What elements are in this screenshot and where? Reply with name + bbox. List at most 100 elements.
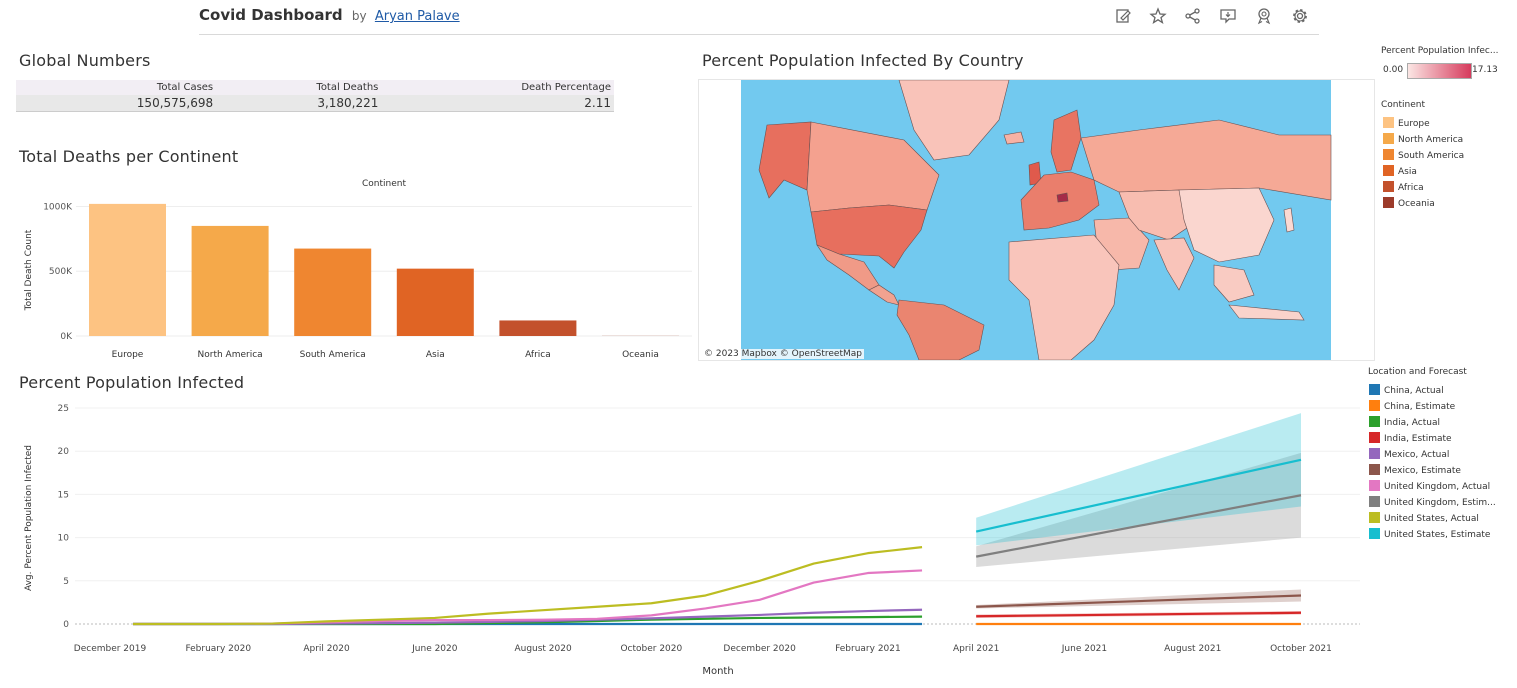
legend-item[interactable]: South America: [1383, 149, 1464, 161]
legend-swatch: [1369, 400, 1380, 411]
comment-icon[interactable]: [1219, 7, 1237, 25]
author-link[interactable]: Aryan Palave: [374, 9, 460, 24]
series-united-states-actual[interactable]: [133, 546, 923, 626]
y-tick-label: 15: [58, 490, 69, 500]
legend-item[interactable]: India, Estimate: [1369, 432, 1452, 444]
x-tick-label: Europe: [112, 350, 144, 360]
legend-swatch: [1383, 117, 1394, 128]
legend-label: Mexico, Actual: [1384, 450, 1450, 460]
dashboard-header: Covid Dashboard by Aryan Palave: [199, 0, 1319, 35]
legend-swatch: [1369, 384, 1380, 395]
by-text: by: [351, 9, 367, 23]
global-numbers-title: Global Numbers: [19, 51, 151, 70]
legend-swatch: [1369, 448, 1380, 459]
legend-label: India, Actual: [1384, 418, 1441, 428]
legend-item[interactable]: Mexico, Estimate: [1369, 464, 1461, 476]
china: [1178, 187, 1275, 263]
legend-swatch: [1369, 464, 1380, 475]
legend-label: United States, Estimate: [1384, 530, 1491, 540]
series-united-kingdom-actual[interactable]: [133, 569, 923, 626]
x-tick-label: June 2020: [411, 644, 458, 654]
star-icon[interactable]: [1149, 7, 1167, 25]
bar-south-america[interactable]: [294, 248, 372, 336]
y-tick-label: 0: [63, 620, 69, 630]
ppi-chart-title: Percent Population Infected: [19, 373, 245, 392]
legend-item[interactable]: Africa: [1383, 181, 1424, 193]
bar-north-america[interactable]: [191, 225, 269, 336]
x-tick-label: Oceania: [622, 350, 659, 360]
deaths-chart-title: Total Deaths per Continent: [19, 147, 239, 166]
bar-africa[interactable]: [499, 320, 577, 336]
x-tick-label: February 2020: [185, 644, 251, 654]
series-united-states-estimate[interactable]: [975, 458, 1302, 533]
legend-item[interactable]: North America: [1383, 133, 1463, 145]
x-tick-label: October 2021: [1270, 644, 1332, 654]
legend-item[interactable]: China, Actual: [1369, 384, 1444, 396]
legend-label: Africa: [1398, 183, 1424, 193]
value-total-cases: 150,575,698: [16, 95, 217, 112]
x-tick-label: June 2021: [1061, 644, 1107, 654]
legend-swatch: [1369, 496, 1380, 507]
x-tick-label: North America: [198, 350, 263, 360]
central-america: [868, 284, 900, 306]
series-mexico-estimate[interactable]: [976, 594, 1302, 608]
ppi-color-gradient: [1407, 63, 1472, 79]
forecast-legend-title: Location and Forecast: [1368, 367, 1467, 377]
legend-label: Oceania: [1398, 199, 1435, 209]
gear-icon[interactable]: [1291, 7, 1309, 25]
legend-item[interactable]: United States, Estimate: [1369, 528, 1490, 540]
y-tick-label: 1000K: [43, 202, 73, 212]
legend-label: China, Actual: [1384, 386, 1444, 396]
greenland: [898, 80, 1010, 161]
dashboard-title: Covid Dashboard by Aryan Palave: [199, 6, 460, 24]
y-axis-label: Avg. Percent Population Infected: [24, 445, 34, 591]
continent-header: Continent: [362, 179, 406, 189]
legend-label: Asia: [1398, 167, 1417, 177]
legend-label: South America: [1398, 151, 1465, 161]
header-total-cases: Total Cases: [16, 80, 217, 95]
legend-item[interactable]: United Kingdom, Actual: [1369, 480, 1490, 492]
bar-europe[interactable]: [89, 203, 166, 336]
south-america: [896, 299, 985, 360]
southeast-asia: [1213, 264, 1255, 303]
legend-swatch: [1369, 416, 1380, 427]
legend-label: China, Estimate: [1384, 402, 1456, 412]
series-india-estimate[interactable]: [976, 611, 1302, 618]
x-tick-label: February 2021: [835, 644, 901, 654]
x-tick-label: December 2020: [723, 644, 796, 654]
legend-swatch: [1383, 133, 1394, 144]
bar-asia[interactable]: [396, 268, 474, 336]
header-death-percentage: Death Percentage: [381, 80, 614, 95]
infection-map[interactable]: © 2023 Mapbox © OpenStreetMap: [698, 79, 1375, 361]
legend-item[interactable]: United Kingdom, Estim...: [1369, 496, 1496, 508]
ppi-legend-title: Percent Population Infec...: [1381, 46, 1499, 56]
legend-swatch: [1369, 512, 1380, 523]
edit-icon[interactable]: [1114, 7, 1132, 25]
map-attribution: © 2023 Mapbox © OpenStreetMap: [702, 349, 864, 359]
title-text: Covid Dashboard: [199, 6, 343, 24]
series-united-kingdom-estimate[interactable]: [975, 494, 1302, 558]
legend-item[interactable]: India, Actual: [1369, 416, 1440, 428]
indonesia: [1228, 304, 1305, 321]
legend-item[interactable]: Asia: [1383, 165, 1417, 177]
legend-swatch: [1383, 197, 1394, 208]
table-header-row: Total Cases Total Deaths Death Percentag…: [16, 80, 614, 95]
legend-swatch: [1383, 165, 1394, 176]
x-tick-label: Asia: [426, 350, 445, 360]
y-tick-label: 0K: [60, 332, 73, 342]
ppi-legend-max: 17.13: [1472, 65, 1498, 75]
legend-swatch: [1369, 480, 1380, 491]
badge-icon[interactable]: [1255, 7, 1273, 25]
india: [1153, 237, 1195, 291]
legend-item[interactable]: United States, Actual: [1369, 512, 1479, 524]
share-icon[interactable]: [1184, 7, 1202, 25]
legend-label: North America: [1398, 135, 1464, 145]
legend-swatch: [1369, 432, 1380, 443]
band-united-kingdom-estimate: [976, 452, 1301, 567]
legend-item[interactable]: Oceania: [1383, 197, 1435, 209]
legend-label: Mexico, Estimate: [1384, 466, 1461, 476]
x-tick-label: August 2021: [1164, 644, 1221, 654]
legend-item[interactable]: Mexico, Actual: [1369, 448, 1449, 460]
legend-item[interactable]: Europe: [1383, 117, 1430, 129]
legend-item[interactable]: China, Estimate: [1369, 400, 1455, 412]
